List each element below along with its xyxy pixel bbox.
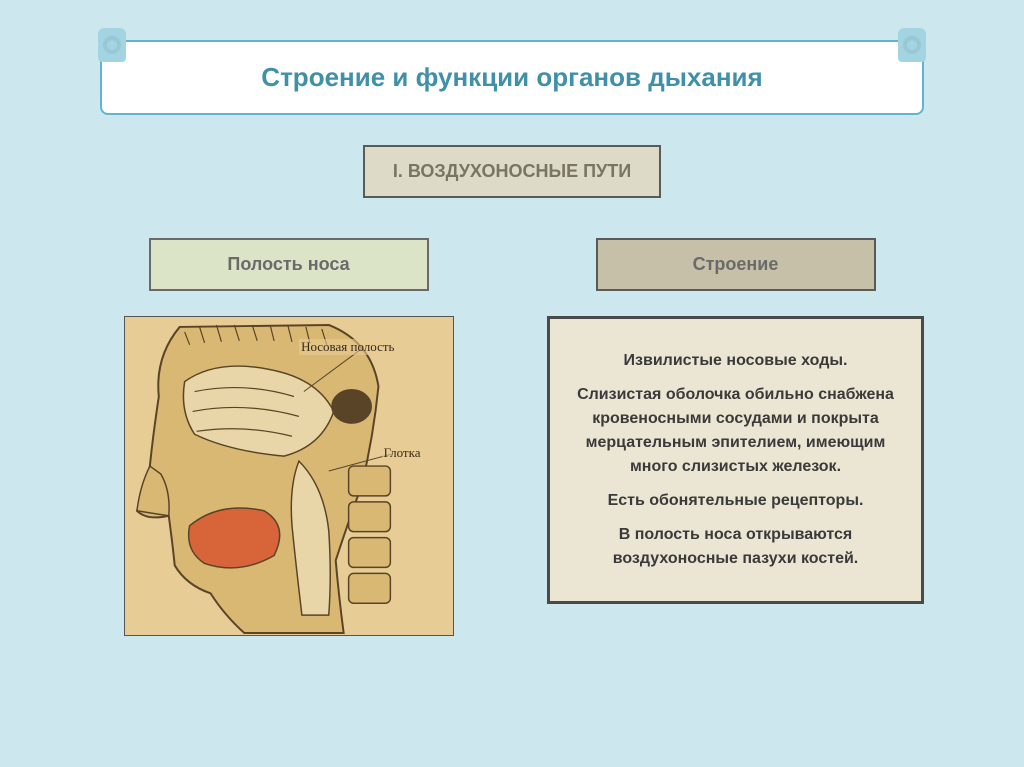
diagram-label-pharynx: Глотка	[382, 445, 423, 461]
left-label-box: Полость носа	[149, 238, 429, 291]
left-label-text: Полость носа	[227, 254, 349, 274]
desc-paragraph-4: В полость носа открываются воздухоносные…	[570, 523, 901, 571]
right-label-text: Строение	[693, 254, 779, 274]
desc-paragraph-3: Есть обонятельные рецепторы.	[570, 489, 901, 513]
right-column: Строение Извилистые носовые ходы. Слизис…	[547, 238, 924, 636]
desc-paragraph-2: Слизистая оболочка обильно снабжена кров…	[570, 383, 901, 479]
diagram-label-nasal: Носовая полость	[299, 339, 396, 355]
right-label-box: Строение	[596, 238, 876, 291]
nasal-cavity-diagram: Носовая полость Глотка	[124, 316, 454, 636]
title-banner: Строение и функции органов дыхания	[100, 40, 924, 115]
slide-background: Строение и функции органов дыхания I. ВО…	[0, 0, 1024, 767]
subtitle-box: I. ВОЗДУХОНОСНЫЕ ПУТИ	[363, 145, 661, 198]
left-column: Полость носа	[100, 238, 477, 636]
subtitle-text: I. ВОЗДУХОНОСНЫЕ ПУТИ	[393, 161, 631, 181]
scroll-decoration-right	[898, 28, 926, 62]
desc-paragraph-1: Извилистые носовые ходы.	[570, 349, 901, 373]
page-title: Строение и функции органов дыхания	[261, 62, 762, 92]
description-box: Извилистые носовые ходы. Слизистая оболо…	[547, 316, 924, 604]
content-row: Полость носа	[100, 238, 924, 636]
anatomy-svg	[125, 317, 453, 635]
scroll-decoration-left	[98, 28, 126, 62]
